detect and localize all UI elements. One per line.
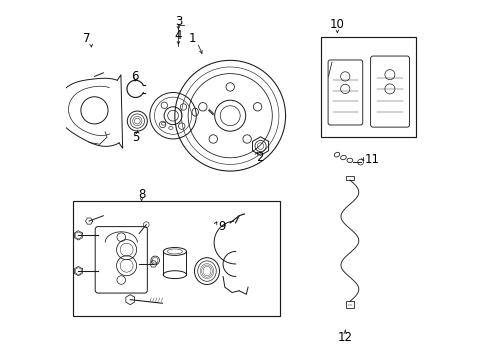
Text: 4: 4 bbox=[174, 29, 182, 42]
Bar bbox=[321, 37, 415, 137]
Text: 9: 9 bbox=[218, 220, 225, 233]
Text: 12: 12 bbox=[337, 331, 352, 344]
Text: 6: 6 bbox=[130, 70, 138, 83]
Bar bbox=[345, 176, 353, 180]
Bar bbox=[73, 202, 280, 316]
Text: 3: 3 bbox=[174, 14, 182, 27]
Bar bbox=[345, 301, 353, 308]
Text: 8: 8 bbox=[138, 188, 145, 201]
Text: 1: 1 bbox=[188, 32, 196, 45]
Text: 7: 7 bbox=[82, 32, 90, 45]
Text: 2: 2 bbox=[256, 151, 263, 164]
Text: 5: 5 bbox=[132, 131, 139, 144]
Text: 11: 11 bbox=[364, 153, 379, 166]
Text: 10: 10 bbox=[329, 18, 344, 31]
